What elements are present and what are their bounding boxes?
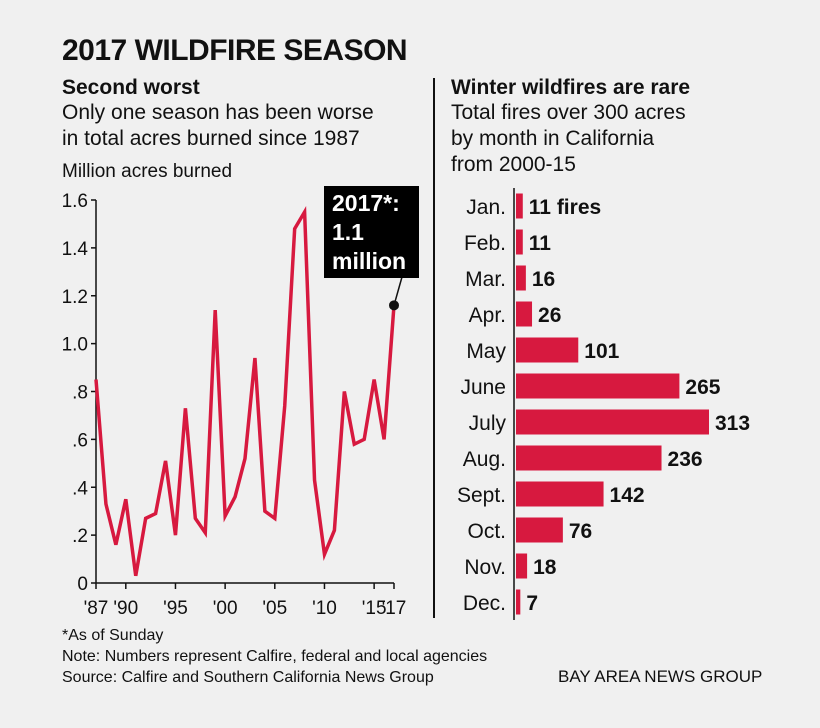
month-bar <box>516 481 604 507</box>
month-label: Sept. <box>457 484 506 507</box>
bar-value-label: 313 <box>715 412 750 435</box>
month-bar <box>516 265 526 291</box>
month-bar <box>516 337 579 363</box>
y-tick-label: .8 <box>72 383 88 404</box>
y-tick-label: 0 <box>77 574 88 595</box>
bar-value-label: 142 <box>610 484 645 507</box>
y-tick-label: .2 <box>72 526 88 547</box>
month-label: Feb. <box>464 232 506 255</box>
callout-text: 2017*: <box>332 190 400 216</box>
callout-marker <box>389 300 399 311</box>
month-label: Dec. <box>463 592 506 615</box>
month-bar <box>516 409 709 435</box>
left-description-line: in total acres burned since 1987 <box>62 127 360 150</box>
month-bar <box>516 229 523 255</box>
bar-value-label: 236 <box>668 448 703 471</box>
left-description-line: Only one season has been worse <box>62 101 374 124</box>
callout-box <box>324 186 419 278</box>
footnote-asterisk: *As of Sunday <box>62 627 164 644</box>
panel-divider <box>433 78 435 618</box>
right-description-line: Total fires over 300 acres <box>451 101 686 124</box>
right-panel-heading: Winter wildfires are rare <box>451 76 691 99</box>
month-bar <box>516 373 680 399</box>
x-tick-label: '05 <box>262 598 287 619</box>
month-bar <box>516 301 533 327</box>
month-label: July <box>469 412 507 435</box>
y-tick-label: .4 <box>72 478 88 499</box>
callout-text: 1.1 <box>332 219 364 245</box>
month-bar <box>516 445 662 471</box>
x-tick-label: '10 <box>312 598 337 619</box>
month-bar <box>516 193 523 219</box>
month-label: Mar. <box>465 268 506 291</box>
x-tick-label: '90 <box>113 598 138 619</box>
month-label: Oct. <box>467 520 506 543</box>
x-tick-label: '87 <box>84 598 109 619</box>
bar-value-label: 26 <box>538 304 561 327</box>
y-tick-label: 1.6 <box>62 191 88 212</box>
y-tick-label: .6 <box>72 430 88 451</box>
callout-text: million <box>332 248 406 274</box>
bar-value-label: 76 <box>569 520 592 543</box>
footnote-source: Source: Calfire and Southern California … <box>62 669 434 686</box>
chart-title: 2017 WILDFIRE SEASON <box>62 34 408 67</box>
month-label: Jan. <box>466 196 506 219</box>
month-label: May <box>466 340 506 363</box>
right-description-line: from 2000-15 <box>451 153 576 176</box>
y-tick-label: 1.0 <box>62 335 88 356</box>
bar-value-label: 16 <box>532 268 555 291</box>
y-tick-label: 1.2 <box>62 287 88 308</box>
credit: BAY AREA NEWS GROUP <box>558 667 763 686</box>
month-bar <box>516 589 521 615</box>
month-label: Apr. <box>469 304 506 327</box>
x-tick-label: '00 <box>213 598 238 619</box>
bar-value-label: 101 <box>584 340 619 363</box>
x-tick-label: '95 <box>163 598 188 619</box>
bar-value-label: 11 <box>529 232 552 255</box>
month-label: June <box>460 376 506 399</box>
month-bar <box>516 517 563 543</box>
right-description-line: by month in California <box>451 127 655 150</box>
left-panel-heading: Second worst <box>62 76 200 99</box>
month-label: Nov. <box>464 556 506 579</box>
month-label: Aug. <box>463 448 506 471</box>
right-panel-description: Total fires over 300 acres by month in C… <box>451 100 686 178</box>
footnote-note: Note: Numbers represent Calfire, federal… <box>62 648 488 665</box>
x-tick-label: '15 <box>362 598 387 619</box>
bar-value-label: 11 fires <box>529 196 601 219</box>
y-tick-label: 1.4 <box>62 239 89 260</box>
month-bar <box>516 553 528 579</box>
left-panel-description: Only one season has been worse in total … <box>62 100 374 152</box>
bar-value-label: 7 <box>526 592 538 615</box>
x-tick-label: '17 <box>382 598 407 619</box>
y-axis-title: Million acres burned <box>62 161 233 182</box>
bar-value-label: 18 <box>533 556 557 579</box>
bar-value-label: 265 <box>685 376 720 399</box>
